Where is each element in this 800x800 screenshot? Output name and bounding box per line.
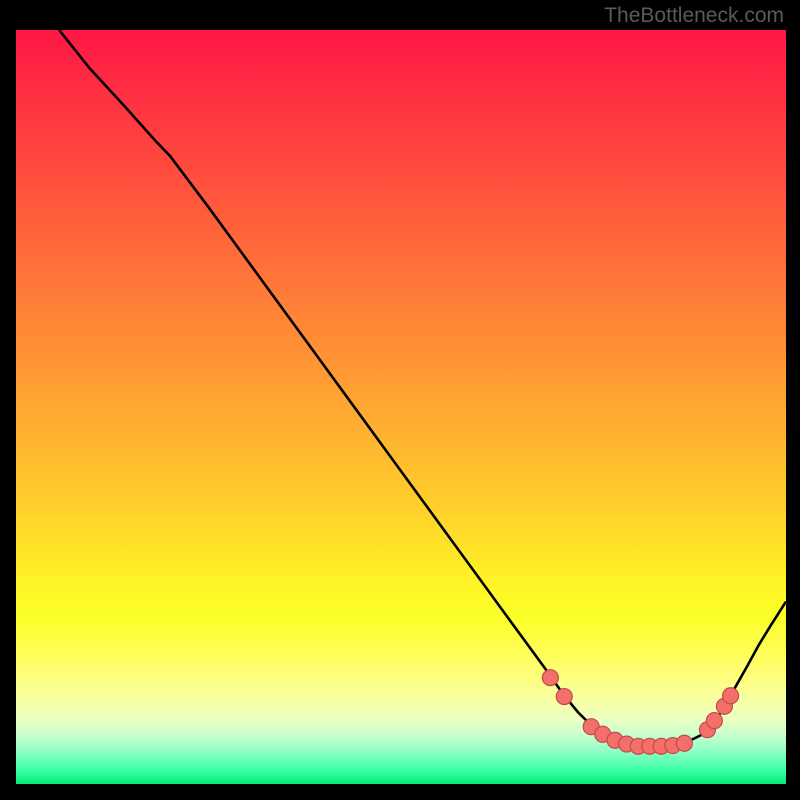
data-marker xyxy=(723,688,739,704)
plot-area xyxy=(16,30,786,784)
chart-container: TheBottleneck.com xyxy=(0,0,800,800)
bottleneck-curve xyxy=(59,30,786,746)
curve-layer xyxy=(16,30,786,784)
data-marker xyxy=(706,713,722,729)
watermark-text: TheBottleneck.com xyxy=(604,4,784,28)
data-marker xyxy=(542,670,558,686)
data-marker xyxy=(676,735,692,751)
data-marker xyxy=(556,689,572,705)
